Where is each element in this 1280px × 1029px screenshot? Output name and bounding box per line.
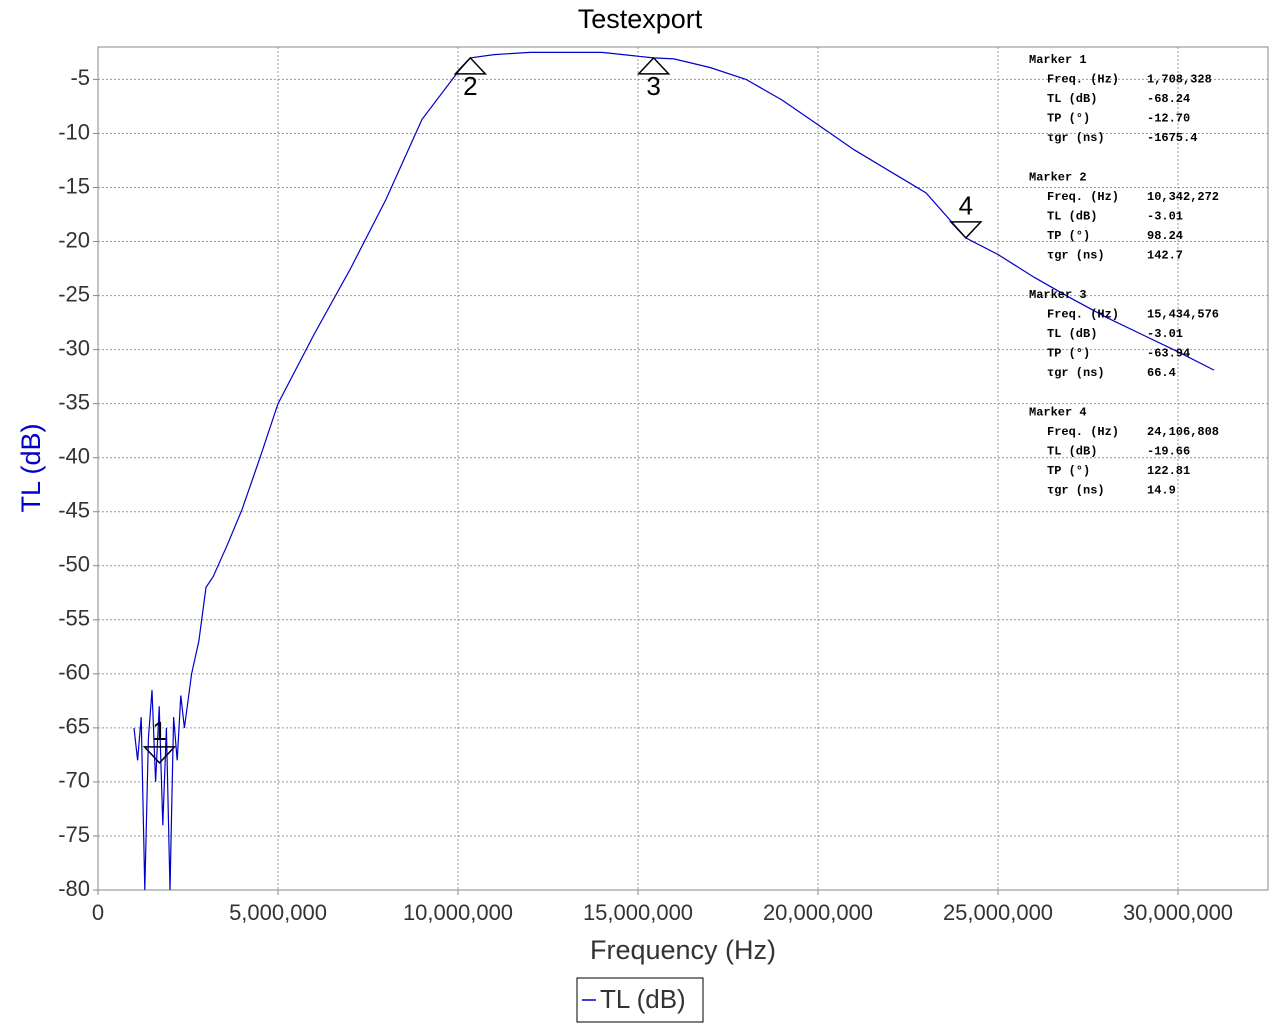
chart-title: Testexport [578, 4, 703, 34]
marker-info-key: TP (°) [1047, 229, 1090, 243]
x-tick-label: 5,000,000 [229, 900, 327, 925]
plot-frame [97, 46, 1269, 891]
marker-info-value: -12.70 [1147, 112, 1190, 126]
legend-box [576, 977, 704, 1023]
marker-info-value: -3.01 [1147, 327, 1183, 341]
marker-info-key: Freq. (Hz) [1047, 190, 1119, 204]
marker-info-key: TP (°) [1047, 112, 1090, 126]
legend: TL (dB) [576, 977, 704, 1023]
marker-info-key: Freq. (Hz) [1047, 308, 1119, 322]
marker-info-value: 66.4 [1147, 366, 1176, 380]
marker-info-title: Marker 4 [1029, 406, 1087, 420]
y-tick-label: -30 [58, 335, 90, 360]
marker-info-value: -1675.4 [1147, 131, 1197, 145]
marker-info-title: Marker 3 [1029, 288, 1087, 302]
legend-label: TL (dB) [600, 984, 686, 1014]
marker-info-value: -68.24 [1147, 92, 1190, 106]
y-tick-label: -15 [58, 173, 90, 198]
x-tick-label: 10,000,000 [403, 900, 513, 925]
marker-info-title: Marker 2 [1029, 171, 1087, 185]
y-tick-label: -70 [58, 768, 90, 793]
y-tick-label: -50 [58, 552, 90, 577]
marker-info-key: τgr (ns) [1047, 366, 1105, 380]
marker-info-value: 15,434,576 [1147, 308, 1219, 322]
y-tick-label: -45 [58, 498, 90, 523]
marker-info-value: 24,106,808 [1147, 425, 1219, 439]
marker-info-value: 122.81 [1147, 464, 1190, 478]
marker-triangle [636, 56, 671, 75]
marker-info-key: TL (dB) [1047, 327, 1097, 341]
marker-info-title: Marker 1 [1029, 53, 1087, 67]
marker-info-value: -19.66 [1147, 445, 1190, 459]
marker-info-value: -3.01 [1147, 210, 1183, 224]
y-tick-label: -65 [58, 714, 90, 739]
x-tick-label: 20,000,000 [763, 900, 873, 925]
marker-info-value: 1,708,328 [1147, 73, 1212, 87]
marker-info-key: τgr (ns) [1047, 484, 1105, 498]
y-tick-label: -40 [58, 444, 90, 469]
marker-info-key: Freq. (Hz) [1047, 425, 1119, 439]
y-tick-label: -75 [58, 822, 90, 847]
y-tick-label: -20 [58, 227, 90, 252]
x-tick-label: 25,000,000 [943, 900, 1053, 925]
marker-info-value: 142.7 [1147, 249, 1183, 263]
y-tick-label: -35 [58, 389, 90, 414]
x-tick-label: 15,000,000 [583, 900, 693, 925]
marker-triangle [949, 221, 983, 239]
marker-label: 2 [463, 71, 477, 101]
x-axis-label: Frequency (Hz) [590, 935, 776, 965]
y-tick-label: -60 [58, 660, 90, 685]
y-axis-label: TL (dB) [16, 423, 46, 512]
y-tick-label: -5 [70, 65, 90, 90]
data-line [133, 51, 1215, 891]
marker-info-value: 10,342,272 [1147, 190, 1219, 204]
marker-triangle [453, 56, 488, 75]
marker-info-key: τgr (ns) [1047, 131, 1105, 145]
marker-info-key: TL (dB) [1047, 92, 1097, 106]
y-tick-label: -25 [58, 281, 90, 306]
marker-info-key: τgr (ns) [1047, 249, 1105, 263]
x-tick-label: 30,000,000 [1123, 900, 1233, 925]
marker-info-key: TP (°) [1047, 464, 1090, 478]
marker-info-value: 98.24 [1147, 229, 1183, 243]
y-tick-label: -80 [58, 876, 90, 901]
marker-label: 1 [152, 716, 166, 746]
marker-info-value: 14.9 [1147, 484, 1176, 498]
marker-info-key: TP (°) [1047, 347, 1090, 361]
marker-info-key: TL (dB) [1047, 210, 1097, 224]
marker-info-value: -63.94 [1147, 347, 1190, 361]
marker-label: 4 [959, 191, 973, 221]
y-tick-label: -55 [58, 606, 90, 631]
marker-info-key: TL (dB) [1047, 445, 1097, 459]
x-tick-label: 0 [92, 900, 104, 925]
marker-triangle [142, 746, 177, 764]
y-tick-label: -10 [58, 119, 90, 144]
marker-info-key: Freq. (Hz) [1047, 73, 1119, 87]
marker-label: 3 [646, 71, 660, 101]
